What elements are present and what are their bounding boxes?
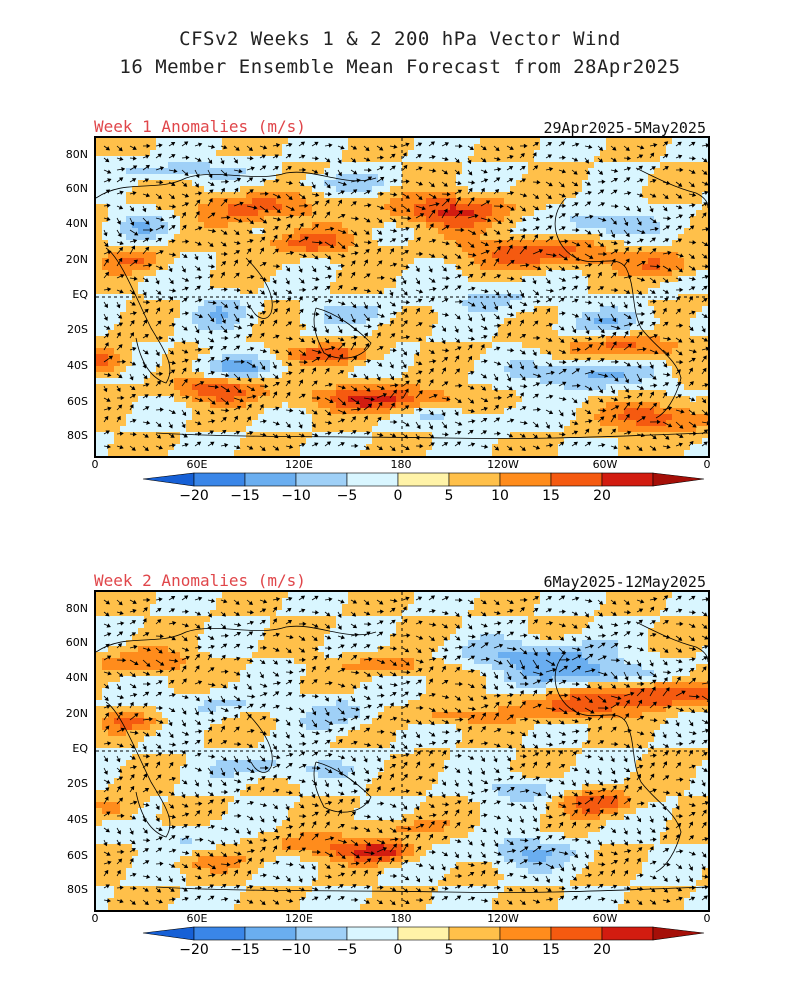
lat-label: 60S — [67, 395, 88, 408]
colorbar-tick-label: −15 — [230, 488, 260, 504]
week1-anomaly-map — [94, 136, 710, 458]
lat-label: 80S — [67, 429, 88, 442]
lon-label: 180 — [390, 458, 412, 471]
week2-panel-label: Week 2 Anomalies (m/s) — [94, 571, 306, 590]
lat-label: 60N — [65, 182, 88, 195]
lon-label: 60E — [186, 912, 208, 925]
colorbar-tick-label: −5 — [336, 942, 358, 958]
lon-label: 60W — [592, 458, 618, 471]
lat-label: 40N — [65, 217, 88, 230]
colorbar-tick-label: −10 — [281, 942, 311, 958]
lat-label: 20S — [67, 777, 88, 790]
colorbar-tick-label: 20 — [593, 942, 611, 958]
colorbar-tick-label: 0 — [393, 488, 403, 504]
lon-label: 0 — [91, 458, 99, 471]
colorbar-tick-label: 15 — [542, 942, 560, 958]
lon-label: 120W — [487, 912, 519, 925]
lat-label: 80N — [65, 602, 88, 615]
colorbar-tick-label: 15 — [542, 488, 560, 504]
lon-label: 60W — [592, 912, 618, 925]
lon-label: 120W — [487, 458, 519, 471]
lat-label: 60N — [65, 636, 88, 649]
week2-colorbar: −20 −15 −10 −5 0 5 10 15 20 — [0, 926, 800, 966]
lat-label: 20S — [67, 323, 88, 336]
lat-label: EQ — [72, 742, 88, 755]
lat-label: 40N — [65, 671, 88, 684]
colorbar-tick-label: 10 — [491, 488, 509, 504]
colorbar-tick-label: −20 — [179, 942, 209, 958]
week2-date-range: 6May2025-12May2025 — [543, 573, 706, 591]
lon-label: 120E — [285, 912, 313, 925]
lon-label: 60E — [186, 458, 208, 471]
week1-panel-label: Week 1 Anomalies (m/s) — [94, 117, 306, 136]
lat-label: 80N — [65, 148, 88, 161]
colorbar-tick-label: 10 — [491, 942, 509, 958]
lon-label: 0 — [91, 912, 99, 925]
colorbar-tick-label: −10 — [281, 488, 311, 504]
colorbar-tick-label: 5 — [444, 942, 454, 958]
figure-title-line2: 16 Member Ensemble Mean Forecast from 28… — [119, 56, 681, 78]
colorbar-tick-label: 5 — [444, 488, 454, 504]
lon-label: 0 — [703, 912, 711, 925]
week1-colorbar: −20 −15 −10 −5 0 5 10 15 20 — [0, 472, 800, 512]
lat-label: 40S — [67, 813, 88, 826]
lat-label: 40S — [67, 359, 88, 372]
lat-label: 20N — [65, 253, 88, 266]
colorbar-tick-label: −5 — [336, 488, 358, 504]
figure-title-line1: CFSv2 Weeks 1 & 2 200 hPa Vector Wind — [179, 28, 621, 50]
week2-anomaly-map — [94, 590, 710, 912]
lon-label: 120E — [285, 458, 313, 471]
colorbar-tick-label: −15 — [230, 942, 260, 958]
week1-date-range: 29Apr2025-5May2025 — [543, 119, 706, 137]
lat-label: 80S — [67, 883, 88, 896]
lat-label: 60S — [67, 849, 88, 862]
lat-label: EQ — [72, 288, 88, 301]
lat-label: 20N — [65, 707, 88, 720]
lon-label: 0 — [703, 458, 711, 471]
colorbar-tick-label: −20 — [179, 488, 209, 504]
lon-label: 180 — [390, 912, 412, 925]
colorbar-tick-label: 0 — [393, 942, 403, 958]
colorbar-tick-label: 20 — [593, 488, 611, 504]
